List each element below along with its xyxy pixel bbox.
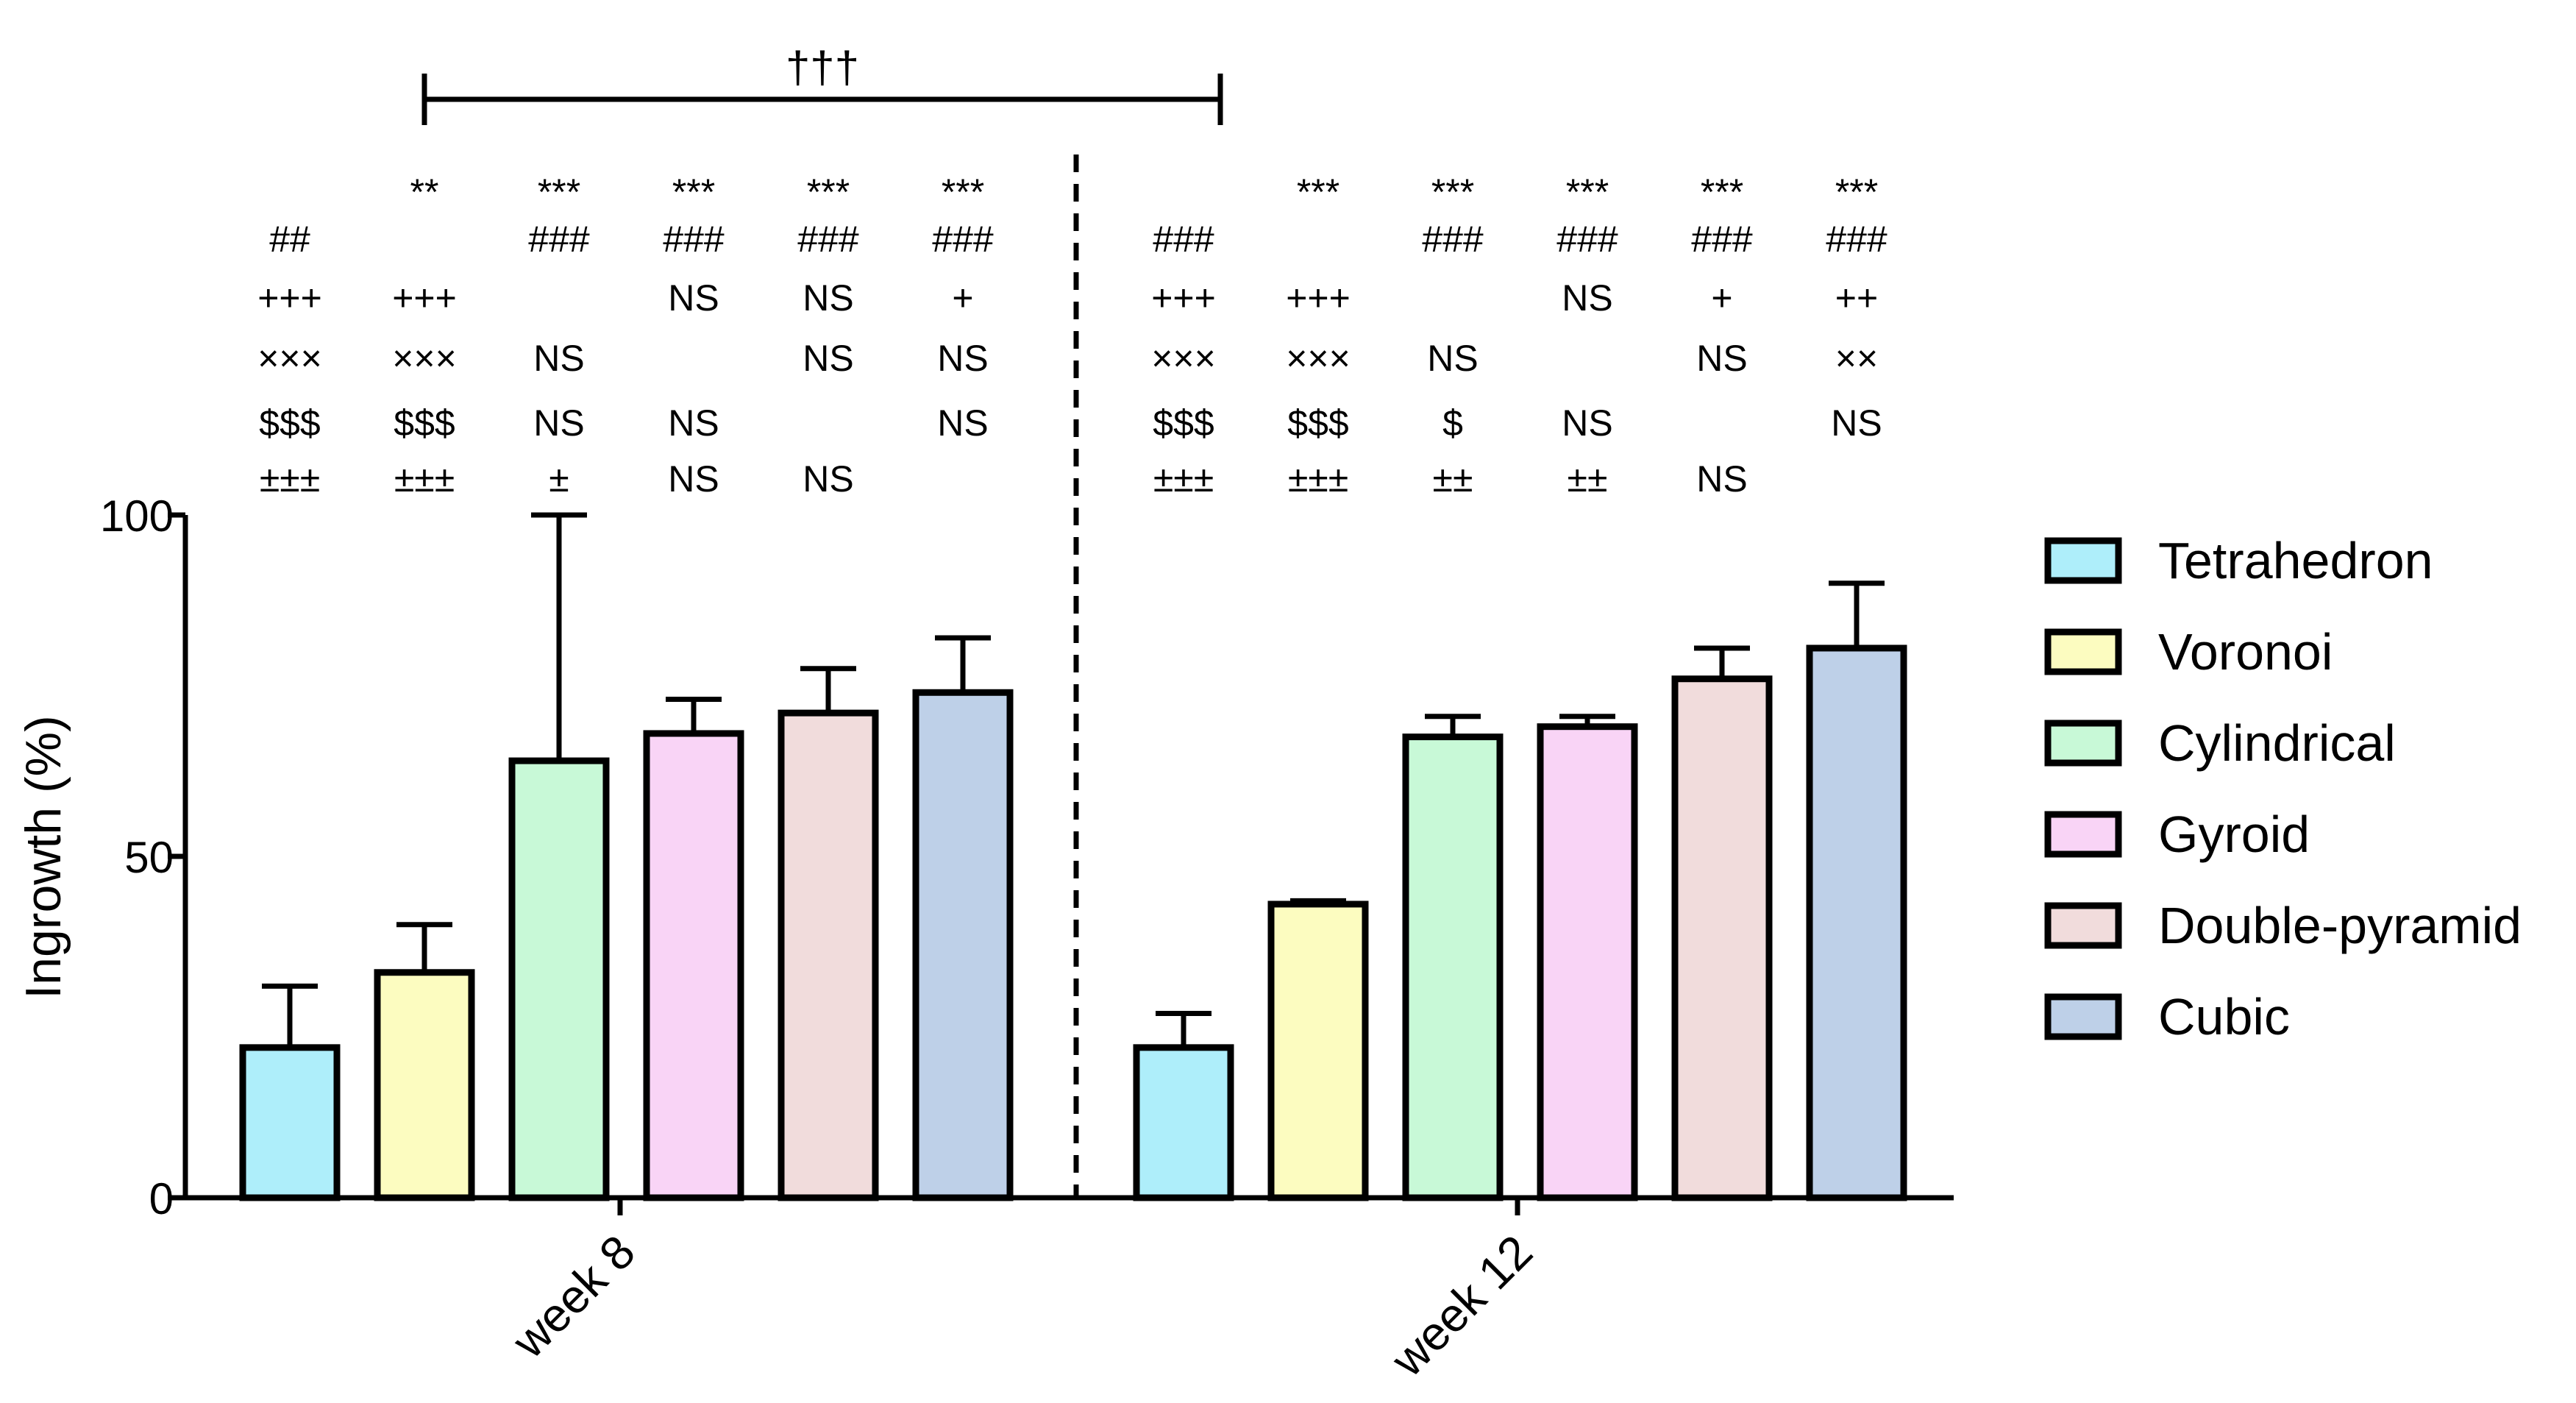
- significance-symbol: NS: [1562, 277, 1612, 319]
- legend-label-voronoi: Voronoi: [2158, 623, 2333, 681]
- significance-symbol: NS: [668, 277, 719, 319]
- significance-symbol: +: [952, 277, 973, 319]
- significance-symbol: ±±: [1568, 458, 1608, 500]
- significance-symbol: $: [1442, 402, 1463, 444]
- significance-symbol: ###: [797, 219, 859, 260]
- significance-symbol: NS: [937, 402, 988, 444]
- legend-swatch-gyroid: [2044, 811, 2122, 858]
- legend: Tetrahedron Voronoi Cylindrical Gyroid Doubl…: [2044, 532, 2522, 1045]
- significance-symbol: ###: [528, 219, 590, 260]
- significance-symbol: NS: [533, 402, 584, 444]
- bar-voronoi-week-12: [1267, 901, 1369, 1201]
- significance-symbol: ###: [1422, 219, 1484, 260]
- significance-symbol: $$$: [1153, 402, 1214, 444]
- significance-symbol: $$$: [1287, 402, 1348, 444]
- significance-symbol: ***: [1701, 171, 1743, 213]
- significance-symbol: NS: [1831, 402, 1882, 444]
- significance-symbol: ###: [663, 219, 725, 260]
- significance-symbol: ###: [932, 219, 994, 260]
- bar-cylindrical-week-8: [508, 757, 610, 1201]
- legend-swatch-voronoi: [2044, 628, 2122, 675]
- bar-gyroid-week-12: [1537, 723, 1638, 1201]
- significance-symbol: ***: [807, 171, 850, 213]
- y-tick-label: 100: [100, 491, 174, 541]
- legend-label-cubic: Cubic: [2158, 988, 2290, 1045]
- legend-swatch-double-pyramid: [2044, 902, 2122, 949]
- significance-symbol: ##: [269, 219, 310, 260]
- significance-symbol: +++: [1286, 277, 1351, 319]
- significance-symbol: +++: [257, 277, 322, 319]
- y-tick-label: 50: [124, 833, 174, 882]
- significance-symbol: ±: [549, 458, 569, 500]
- significance-symbol: ###: [1556, 219, 1618, 260]
- significance-symbol: NS: [533, 338, 584, 379]
- bar-tetrahedron-week-12: [1133, 1044, 1234, 1201]
- bar-cylindrical-week-12: [1402, 734, 1504, 1201]
- significance-symbol: ±±±: [394, 458, 455, 500]
- bar-gyroid-week-8: [643, 730, 744, 1201]
- bar-cubic-week-12: [1806, 644, 1907, 1201]
- significance-symbol: $$$: [394, 402, 455, 444]
- significance-symbol: ***: [1835, 171, 1878, 213]
- bars-layer: [239, 512, 1907, 1201]
- significance-bracket-label: †††: [786, 43, 859, 92]
- bar-voronoi-week-8: [374, 969, 475, 1201]
- legend-swatch-cubic: [2044, 993, 2122, 1040]
- legend-label-double-pyramid: Double-pyramid: [2158, 897, 2522, 954]
- x-group-label-week-8: week 8: [502, 1225, 645, 1368]
- legend-swatch-cylindrical: [2044, 720, 2122, 767]
- significance-symbol: ###: [1691, 219, 1753, 260]
- significance-symbol: **: [410, 171, 439, 213]
- x-group-label-week-12: week 12: [1381, 1225, 1543, 1387]
- significance-symbol: ×××: [257, 338, 322, 379]
- significance-symbol: ±±±: [260, 458, 320, 500]
- significance-symbol: ×××: [1151, 338, 1216, 379]
- significance-symbol: NS: [668, 458, 719, 500]
- bar-cubic-week-8: [912, 689, 1014, 1201]
- significance-symbol: ×××: [392, 338, 457, 379]
- y-tick-label: 0: [149, 1174, 174, 1223]
- legend-swatch-tetrahedron: [2044, 537, 2122, 584]
- significance-symbol: NS: [668, 402, 719, 444]
- significance-symbol: +++: [1151, 277, 1216, 319]
- bar-double-pyramid-week-12: [1671, 675, 1773, 1201]
- significance-symbol: ±±±: [1153, 458, 1214, 500]
- significance-layer: †††##+++×××$$$±±±**+++×××$$$±±±***###NSN…: [257, 43, 1887, 500]
- significance-symbol: ±±±: [1288, 458, 1348, 500]
- significance-symbol: ***: [1431, 171, 1474, 213]
- significance-symbol: ++: [1835, 277, 1878, 319]
- significance-symbol: ***: [1297, 171, 1339, 213]
- significance-symbol: ***: [538, 171, 580, 213]
- legend-label-cylindrical: Cylindrical: [2158, 714, 2396, 772]
- significance-symbol: ***: [672, 171, 715, 213]
- bar-tetrahedron-week-8: [239, 1044, 341, 1201]
- significance-symbol: NS: [937, 338, 988, 379]
- y-axis-label: Ingrowth (%): [15, 715, 71, 998]
- significance-symbol: ###: [1826, 219, 1887, 260]
- significance-symbol: NS: [803, 277, 853, 319]
- significance-symbol: ***: [942, 171, 984, 213]
- significance-symbol: NS: [803, 458, 853, 500]
- legend-label-tetrahedron: Tetrahedron: [2158, 532, 2433, 589]
- legend-label-gyroid: Gyroid: [2158, 806, 2310, 863]
- bar-double-pyramid-week-8: [778, 709, 879, 1201]
- significance-symbol: ***: [1566, 171, 1609, 213]
- significance-symbol: +++: [392, 277, 457, 319]
- significance-symbol: NS: [1696, 458, 1747, 500]
- significance-symbol: NS: [1562, 402, 1612, 444]
- significance-symbol: NS: [803, 338, 853, 379]
- significance-symbol: ###: [1153, 219, 1214, 260]
- significance-symbol: ××: [1835, 338, 1878, 379]
- significance-symbol: ±±: [1433, 458, 1473, 500]
- significance-symbol: $$$: [259, 402, 320, 444]
- significance-symbol: NS: [1427, 338, 1478, 379]
- significance-symbol: ×××: [1286, 338, 1351, 379]
- significance-symbol: NS: [1696, 338, 1747, 379]
- significance-symbol: +: [1711, 277, 1732, 319]
